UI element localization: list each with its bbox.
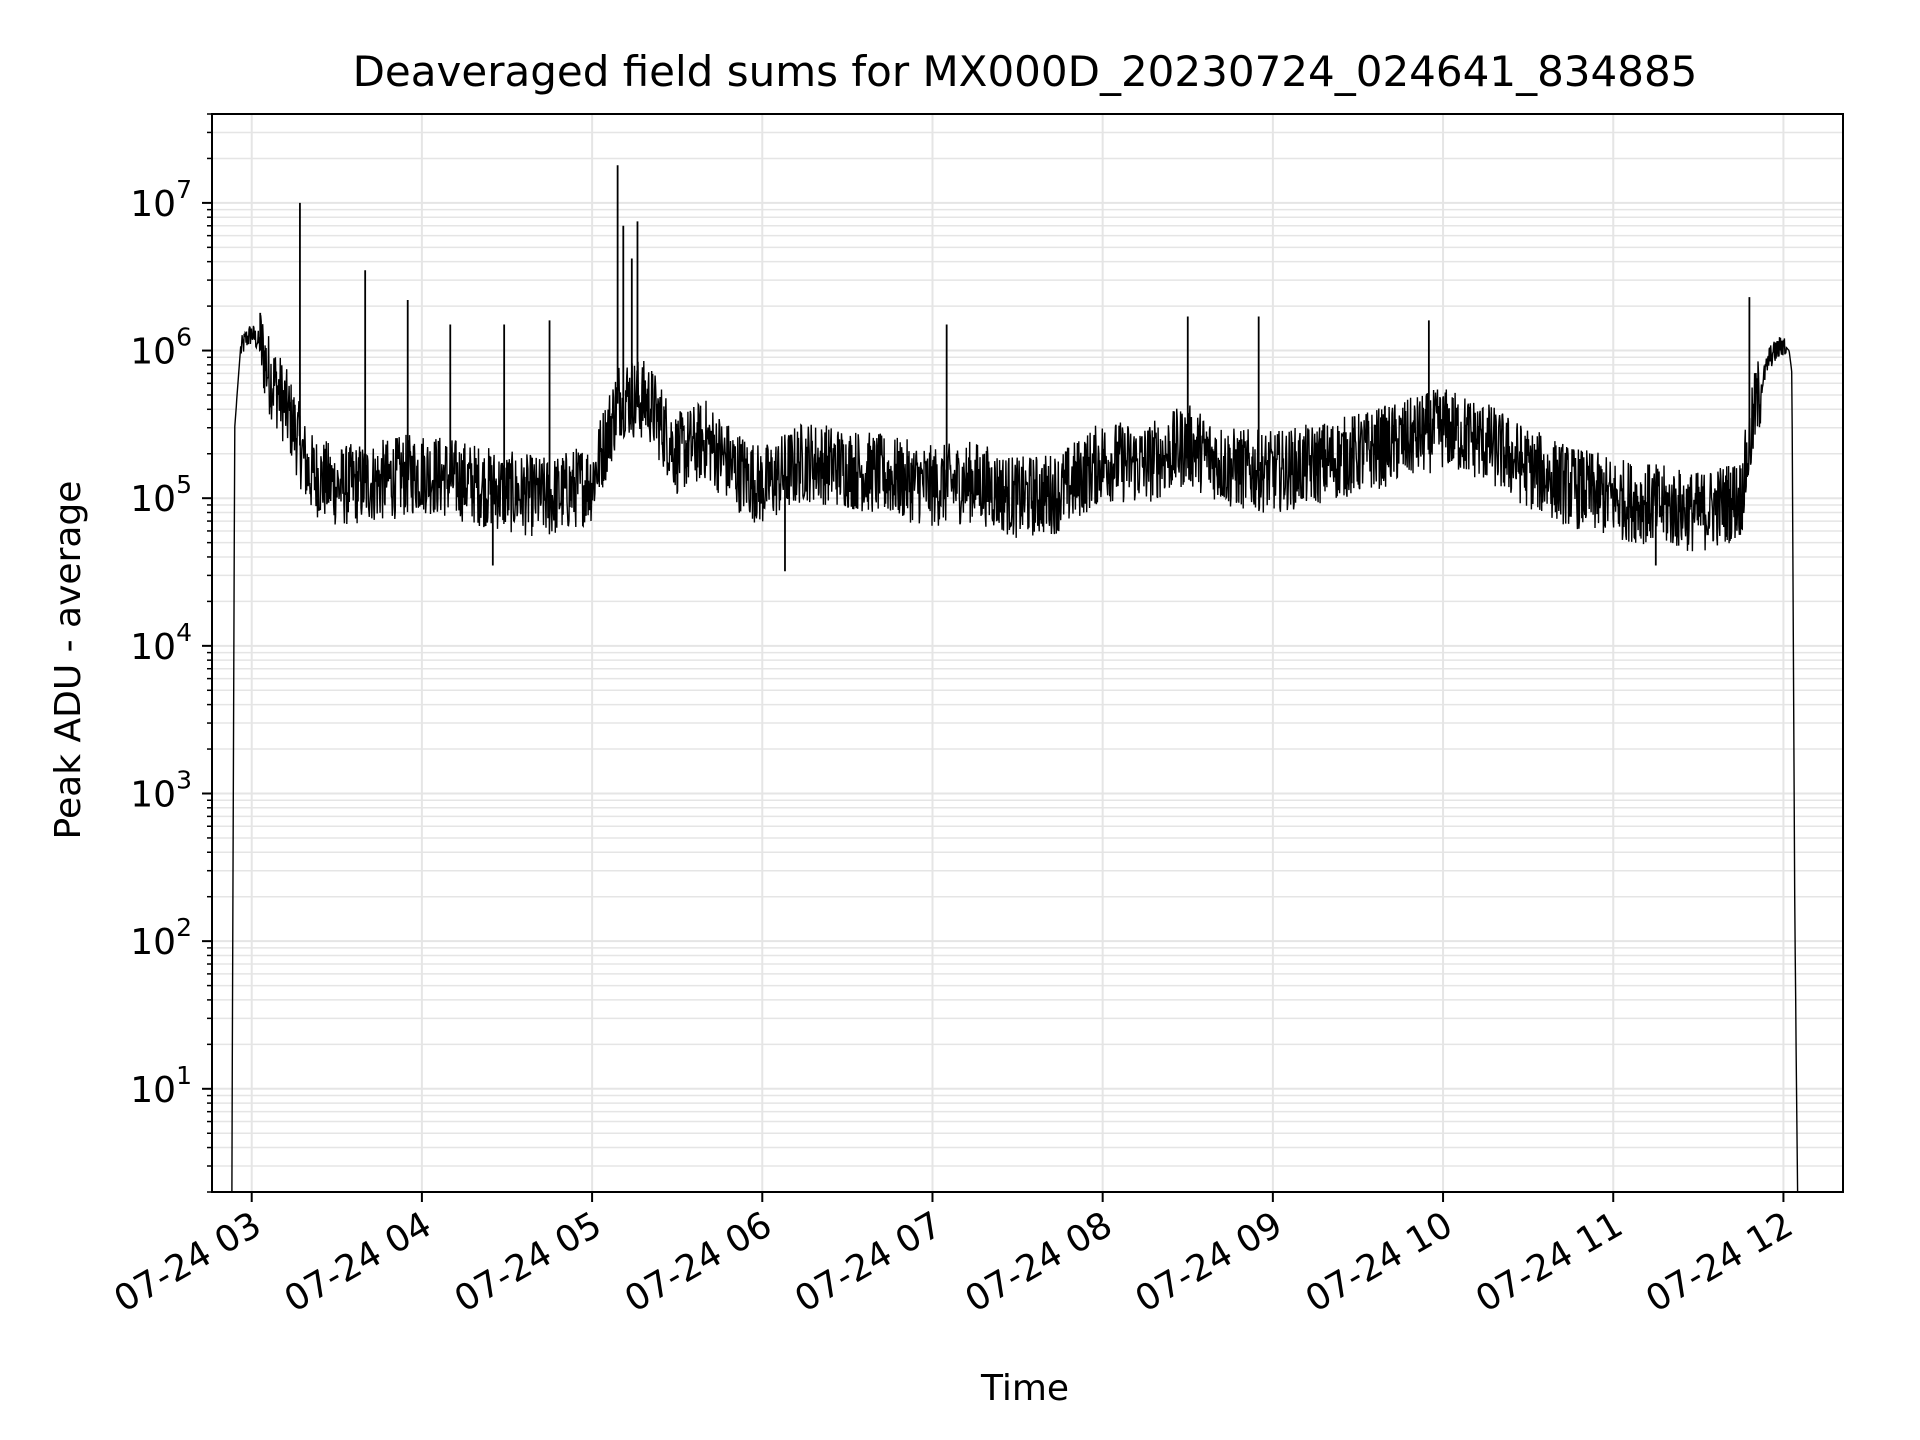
y-tick-label: 101	[130, 1061, 192, 1111]
y-axis-label: Peak ADU - average	[48, 481, 89, 840]
chart-title: Deaveraged field sums for MX000D_2023072…	[353, 47, 1698, 96]
y-tick-label: 107	[130, 175, 192, 225]
grid-lines	[212, 113, 1843, 1193]
y-tick-label: 103	[130, 765, 192, 815]
data-series	[231, 165, 1799, 1193]
y-tick-label: 106	[130, 323, 192, 373]
y-tick-label: 105	[130, 470, 192, 520]
y-tick-label: 102	[130, 913, 192, 963]
y-tick-label: 104	[130, 618, 192, 668]
x-axis-label: Time	[980, 1368, 1069, 1409]
